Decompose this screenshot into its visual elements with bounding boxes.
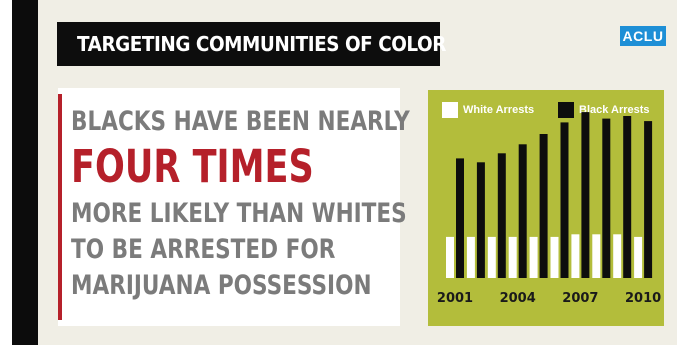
bar-black-2001 [456,158,464,278]
banner-title: TARGETING COMMUNITIES OF COLOR [77,32,446,56]
bar-white-2006 [550,236,559,278]
bar-white-2007 [571,234,580,278]
bar-black-2002 [476,162,485,278]
bar-white-2001 [446,236,454,278]
aclu-logo: ACLU [620,26,666,46]
title-banner: TARGETING COMMUNITIES OF COLOR [57,22,446,66]
headline-line-3: MORE LIKELY THAN WHITES [71,198,407,229]
chart-plot: 2001 2004 2007 2010 [437,112,661,306]
legend-item-white: White Arrests [442,102,534,118]
bar-white-2005 [529,236,538,278]
tick-label-2004: 2004 [500,291,536,306]
bar-white-2002 [466,236,475,278]
legend-swatch-black [558,102,574,118]
bar-white-2010 [634,236,643,278]
tick-label-2001: 2001 [437,291,473,306]
bar-black-2008 [602,118,611,278]
bar-black-2007 [581,112,590,278]
arrests-chart: White Arrests Black Arrests 2001 2004 2007… [428,90,664,326]
bar-white-2008 [592,234,601,278]
left-edge-bar [12,0,38,345]
headline-panel: BLACKS HAVE BEEN NEARLY FOUR TIMES MORE … [58,88,410,326]
tick-label-2010: 2010 [625,291,661,306]
tick-label-2007: 2007 [562,291,598,306]
bar-white-2004 [508,236,517,278]
headline-line-1: BLACKS HAVE BEEN NEARLY [71,106,410,137]
headline-emphasis: FOUR TIMES [71,140,314,193]
legend-item-black: Black Arrests [558,102,650,118]
bar-black-2005 [539,134,548,278]
accent-rule [58,94,62,320]
headline-line-4: TO BE ARRESTED FOR [71,234,336,265]
legend-label-white: White Arrests [463,104,535,116]
bar-white-2009 [613,234,622,278]
bar-black-2003 [497,153,506,278]
legend-swatch-white [442,102,458,118]
bar-black-2010 [644,121,653,278]
bar-black-2009 [623,116,632,278]
bar-black-2004 [518,144,527,278]
bar-white-2003 [487,236,496,278]
headline-line-5: MARIJUANA POSSESSION [71,270,372,301]
legend-label-black: Black Arrests [579,104,650,116]
bar-black-2006 [560,122,569,279]
